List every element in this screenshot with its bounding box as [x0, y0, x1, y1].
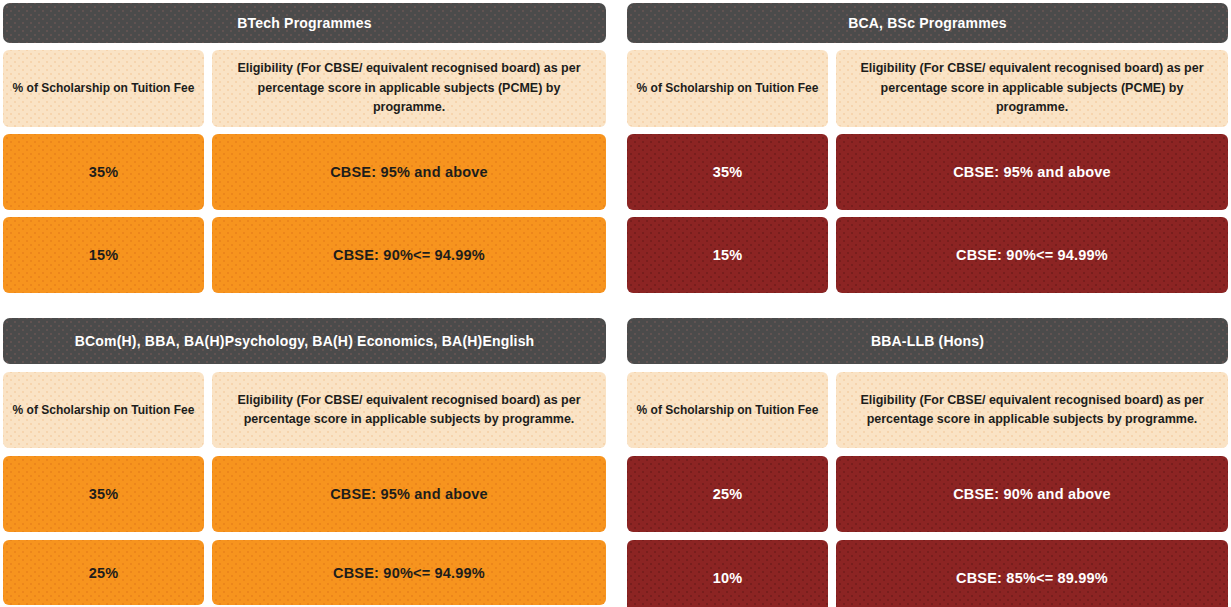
scholarship-table-bba-llb: BBA-LLB (Hons) % of Scholarship on Tuiti… — [627, 318, 1228, 607]
column-header-scholarship-percent: % of Scholarship on Tuition Fee — [627, 50, 828, 127]
scholarship-percent-cell: 15% — [627, 217, 828, 293]
table-grid: % of Scholarship on Tuition Fee Eligibil… — [3, 372, 606, 605]
table-grid: % of Scholarship on Tuition Fee Eligibil… — [627, 50, 1228, 293]
column-header-eligibility: Eligibility (For CBSE/ equivalent recogn… — [212, 372, 606, 448]
scholarship-tables-page: BTech Programmes % of Scholarship on Tui… — [0, 0, 1231, 607]
column-header-eligibility: Eligibility (For CBSE/ equivalent recogn… — [836, 50, 1228, 127]
table-title-bar: BBA-LLB (Hons) — [627, 318, 1228, 364]
scholarship-table-bcom-bba-ba: BCom(H), BBA, BA(H)Psychology, BA(H) Eco… — [3, 318, 606, 605]
column-header-eligibility: Eligibility (For CBSE/ equivalent recogn… — [836, 372, 1228, 448]
table-title-bar: BTech Programmes — [3, 3, 606, 43]
eligibility-cell: CBSE: 95% and above — [212, 134, 606, 210]
eligibility-cell: CBSE: 90%<= 94.99% — [212, 540, 606, 605]
table-title-bar: BCA, BSc Programmes — [627, 3, 1228, 43]
eligibility-cell: CBSE: 85%<= 89.99% — [836, 540, 1228, 607]
scholarship-percent-cell: 15% — [3, 217, 204, 293]
scholarship-percent-cell: 25% — [3, 540, 204, 605]
table-title-bar: BCom(H), BBA, BA(H)Psychology, BA(H) Eco… — [3, 318, 606, 364]
eligibility-cell: CBSE: 90% and above — [836, 456, 1228, 532]
scholarship-percent-cell: 35% — [627, 134, 828, 210]
column-header-scholarship-percent: % of Scholarship on Tuition Fee — [3, 372, 204, 448]
table-grid: % of Scholarship on Tuition Fee Eligibil… — [3, 50, 606, 293]
table-grid: % of Scholarship on Tuition Fee Eligibil… — [627, 372, 1228, 607]
eligibility-cell: CBSE: 95% and above — [212, 456, 606, 532]
scholarship-table-bca-bsc: BCA, BSc Programmes % of Scholarship on … — [627, 3, 1228, 293]
scholarship-table-btech: BTech Programmes % of Scholarship on Tui… — [3, 3, 606, 293]
eligibility-cell: CBSE: 90%<= 94.99% — [212, 217, 606, 293]
scholarship-percent-cell: 25% — [627, 456, 828, 532]
column-header-eligibility: Eligibility (For CBSE/ equivalent recogn… — [212, 50, 606, 127]
scholarship-percent-cell: 10% — [627, 540, 828, 607]
eligibility-cell: CBSE: 95% and above — [836, 134, 1228, 210]
scholarship-percent-cell: 35% — [3, 134, 204, 210]
column-header-scholarship-percent: % of Scholarship on Tuition Fee — [3, 50, 204, 127]
scholarship-percent-cell: 35% — [3, 456, 204, 532]
column-header-scholarship-percent: % of Scholarship on Tuition Fee — [627, 372, 828, 448]
eligibility-cell: CBSE: 90%<= 94.99% — [836, 217, 1228, 293]
